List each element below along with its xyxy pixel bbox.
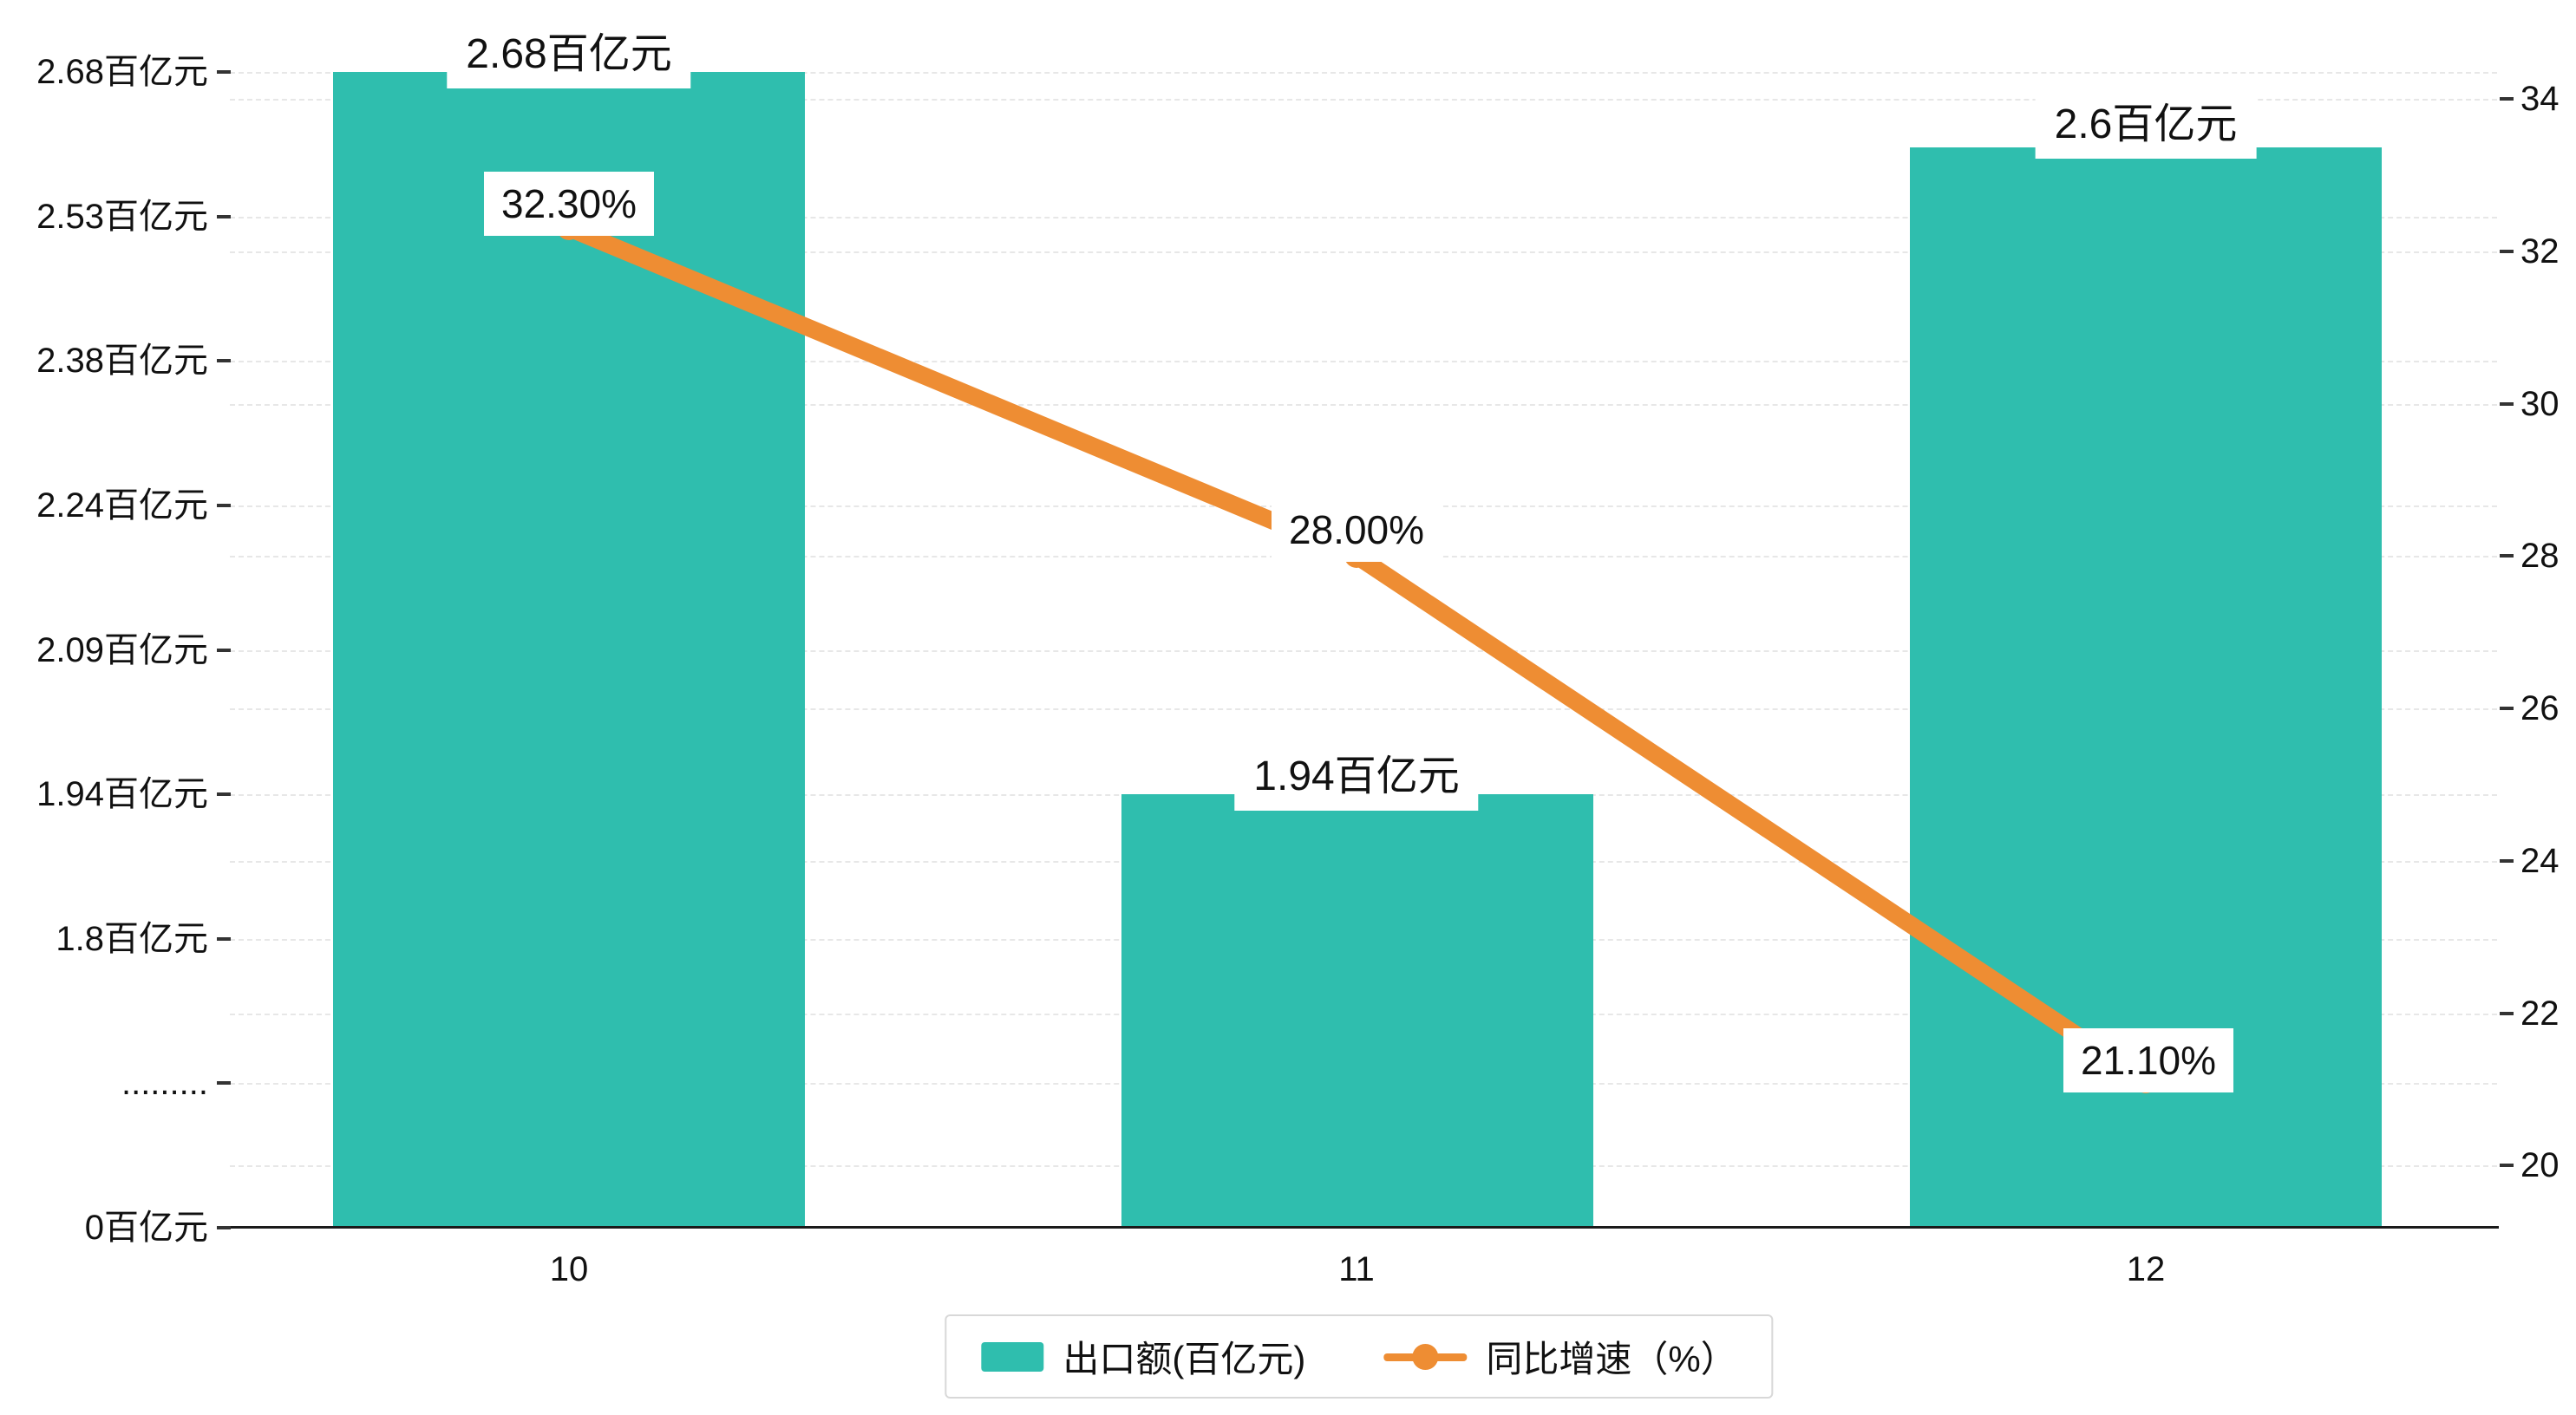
left-tick-label: 2.09百亿元 (36, 631, 208, 669)
left-tick-label: 2.68百亿元 (36, 53, 208, 91)
left-tick-mark (217, 70, 231, 74)
left-tick-label: 1.8百亿元 (56, 920, 208, 958)
gridline (230, 251, 2497, 253)
line-series-swatch (1383, 1342, 1468, 1372)
left-tick-label: 1.94百亿元 (36, 775, 208, 813)
right-tick-mark (2500, 1012, 2514, 1015)
bar-value-label: 2.6百亿元 (2035, 81, 2257, 159)
right-tick-mark (2500, 1164, 2514, 1167)
x-tick-label: 10 (549, 1250, 589, 1288)
right-tick-label: 34 (2520, 80, 2560, 118)
left-tick-label: 2.38百亿元 (36, 342, 208, 380)
bar-month-11 (1121, 794, 1593, 1226)
bar-value-label: 1.94百亿元 (1234, 733, 1479, 811)
line-swatch-dot (1412, 1343, 1439, 1370)
x-axis-line (228, 1226, 2499, 1229)
left-tick-mark (217, 1226, 231, 1229)
right-tick-label: 28 (2520, 537, 2560, 575)
bar-series-swatch (981, 1341, 1044, 1372)
left-tick-mark (217, 1081, 231, 1085)
right-tick-label: 24 (2520, 842, 2560, 880)
gridline (230, 708, 2497, 710)
right-tick-label: 26 (2520, 689, 2560, 727)
right-tick-label: 32 (2520, 232, 2560, 271)
legend-label: 同比增速（%） (1486, 1339, 1737, 1379)
right-tick-mark (2500, 97, 2514, 101)
left-tick-mark (217, 215, 231, 218)
x-tick-label: 11 (1338, 1250, 1375, 1288)
left-tick-mark (217, 504, 231, 507)
x-tick-label: 12 (2126, 1250, 2166, 1288)
line-value-label: 28.00% (1271, 498, 1442, 562)
axis-break-dots: ......... (121, 1064, 208, 1102)
left-tick-mark (217, 937, 231, 941)
legend-item-growth[interactable]: 同比增速（%） (1383, 1330, 1737, 1383)
right-tick-mark (2500, 250, 2514, 253)
bar-month-10 (333, 72, 805, 1226)
right-tick-label: 30 (2520, 385, 2560, 423)
gridline (230, 404, 2497, 406)
left-tick-label: 2.24百亿元 (36, 486, 208, 525)
left-tick-mark (217, 359, 231, 362)
right-tick-mark (2500, 707, 2514, 710)
left-tick-label: 0百亿元 (84, 1209, 208, 1247)
right-tick-mark (2500, 554, 2514, 558)
left-tick-mark (217, 792, 231, 796)
right-tick-mark (2500, 402, 2514, 406)
right-tick-mark (2500, 859, 2514, 863)
gridline (230, 217, 2497, 218)
right-tick-label: 20 (2520, 1146, 2560, 1184)
left-tick-label: 2.53百亿元 (36, 198, 208, 236)
line-value-label: 21.10% (2063, 1028, 2234, 1092)
legend-item-export[interactable]: 出口额(百亿元) (981, 1330, 1305, 1383)
legend-label: 出口额(百亿元) (1062, 1339, 1306, 1379)
left-tick-mark (217, 649, 231, 652)
gridline (230, 72, 2497, 74)
line-value-label: 32.30% (483, 172, 655, 236)
gridline (230, 361, 2497, 362)
gridline (230, 99, 2497, 101)
gridline (230, 650, 2497, 652)
bar-value-label: 2.68百亿元 (447, 10, 691, 88)
right-tick-label: 22 (2520, 994, 2560, 1033)
legend: 出口额(百亿元) 同比增速（%） (945, 1314, 1774, 1399)
